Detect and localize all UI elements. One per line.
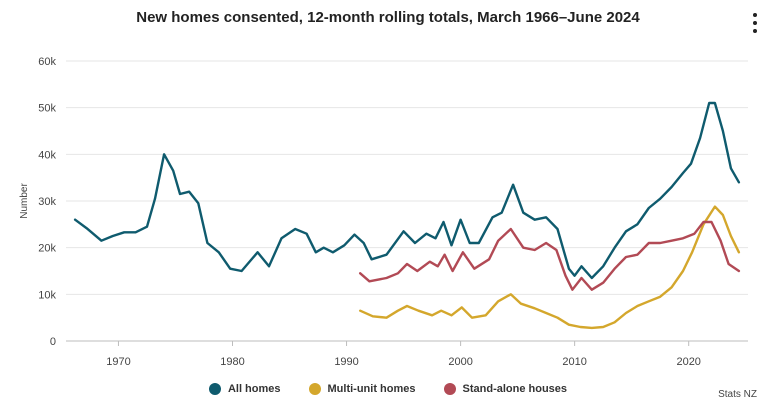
legend-marker-stand-alone-houses (443, 383, 456, 395)
series-line-multi-unit-homes (359, 205, 741, 330)
chart-legend: All homes Multi-unit homes Stand-alone h… (0, 383, 776, 395)
x-tick-label: 1980 (220, 356, 244, 368)
y-tick-label: 40k (38, 149, 56, 161)
series-line-all-homes (73, 101, 741, 280)
x-tick-label: 2010 (562, 356, 586, 368)
y-tick-label: 30k (38, 196, 56, 208)
legend-item-all-homes[interactable]: All homes (208, 383, 281, 395)
x-tick-label: 1970 (106, 356, 130, 368)
series-line-stand-alone-houses (359, 220, 741, 291)
y-tick-label: 20k (38, 243, 56, 255)
y-tick-label: 0 (50, 336, 56, 348)
ellipsis-dot (753, 21, 757, 25)
chart-title: New homes consented, 12-month rolling to… (136, 9, 640, 26)
legend-item-stand-alone-houses[interactable]: Stand-alone houses (443, 383, 568, 395)
y-axis-label: Number (19, 183, 30, 219)
x-tick-label: 2020 (676, 356, 700, 368)
legend-item-multi-unit-homes[interactable]: Multi-unit homes (308, 383, 416, 395)
ellipsis-dot (753, 29, 757, 33)
y-tick-label: 60k (38, 56, 56, 68)
x-tick-label: 2000 (448, 356, 472, 368)
x-tick-label: 1990 (334, 356, 358, 368)
y-tick-label: 10k (38, 289, 56, 301)
y-tick-label: 50k (38, 103, 56, 115)
source-credit: Stats NZ (718, 389, 757, 400)
legend-marker-all-homes (208, 383, 221, 395)
legend-label-all-homes: All homes (227, 383, 281, 395)
legend-label-multi-unit-homes: Multi-unit homes (327, 383, 416, 395)
legend-label-stand-alone-houses: Stand-alone houses (462, 383, 568, 395)
chart-menu-button[interactable] (748, 13, 762, 33)
legend-marker-multi-unit-homes (308, 383, 321, 395)
vertical-ellipsis-icon (753, 13, 757, 17)
